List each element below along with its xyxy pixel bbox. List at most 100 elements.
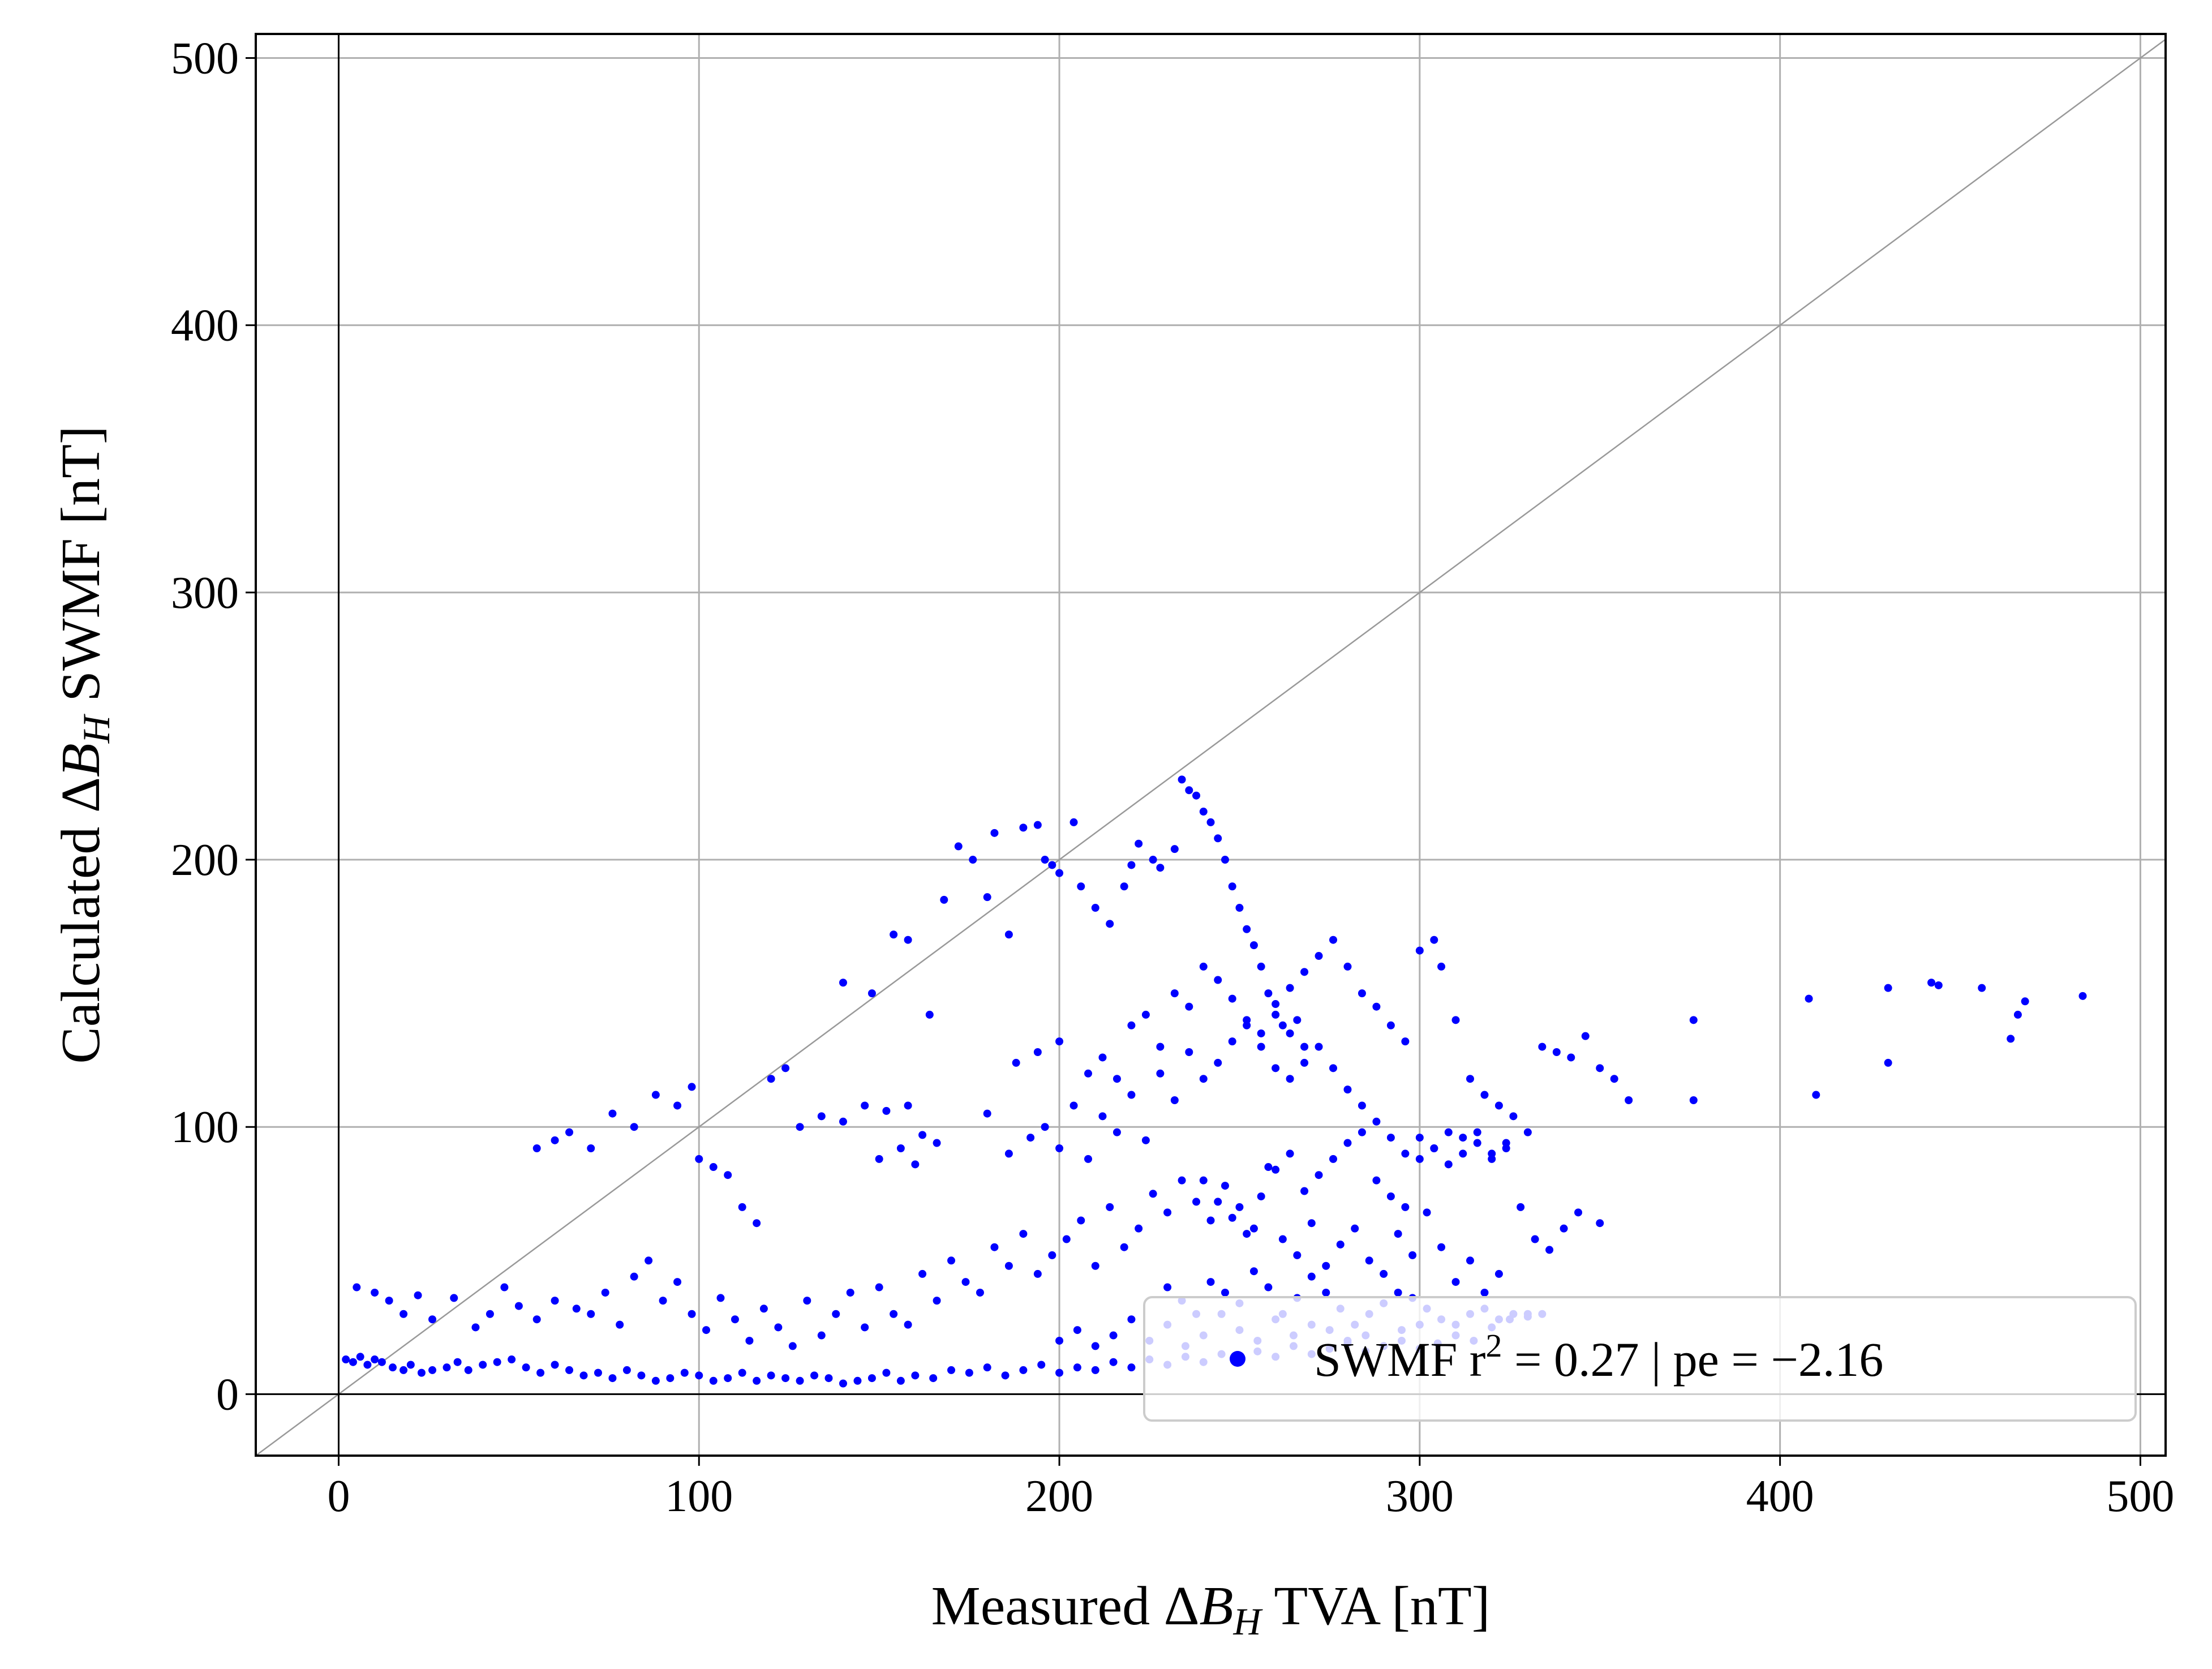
data-point (695, 1155, 703, 1163)
data-point (1221, 1288, 1229, 1297)
data-point (428, 1315, 437, 1324)
data-point (882, 1106, 891, 1115)
data-point (1055, 1368, 1064, 1377)
data-point (904, 1320, 912, 1329)
data-point (1048, 1251, 1056, 1259)
data-point (1041, 1123, 1049, 1131)
data-point (1120, 882, 1128, 891)
data-point (1243, 925, 1251, 933)
data-point (1408, 1251, 1417, 1259)
data-point (1163, 1208, 1172, 1217)
data-point (651, 1376, 660, 1385)
data-point (983, 1363, 991, 1372)
data-point (738, 1368, 746, 1377)
data-point (1272, 1010, 1280, 1019)
data-point (1257, 1192, 1265, 1200)
data-point (1451, 1278, 1460, 1286)
data-point (1315, 1171, 1323, 1179)
data-point (1517, 1203, 1525, 1211)
data-point (493, 1358, 501, 1366)
diagonal-line (255, 38, 2166, 1457)
data-point (861, 1101, 869, 1110)
plot-frame (255, 33, 2167, 1457)
x-axis-label-delta: Δ (1164, 1576, 1200, 1637)
data-point (688, 1310, 696, 1318)
data-point (2021, 997, 2029, 1006)
data-point (453, 1358, 462, 1366)
data-point (1625, 1096, 1633, 1104)
reference-diagonal (255, 38, 2166, 1457)
data-point (1343, 1139, 1352, 1147)
data-point (969, 856, 977, 864)
legend-marker (1230, 1351, 1245, 1367)
data-point (645, 1256, 653, 1265)
data-point (1322, 1262, 1330, 1270)
data-point (1127, 1091, 1136, 1099)
data-point (1033, 1269, 1042, 1278)
data-point (2007, 1035, 2015, 1043)
data-point (414, 1291, 422, 1299)
data-point (724, 1374, 732, 1383)
data-point (933, 1139, 941, 1147)
legend-label-suffix: = 0.27 | pe = −2.16 (1502, 1332, 1883, 1387)
data-point (1300, 968, 1309, 976)
data-point (1214, 1198, 1222, 1206)
data-point (1156, 864, 1165, 872)
data-point (630, 1272, 638, 1281)
data-point (1084, 1069, 1092, 1078)
data-point (1249, 1267, 1258, 1276)
data-point (817, 1331, 826, 1340)
data-point (680, 1368, 689, 1377)
data-point (933, 1297, 941, 1305)
data-point (1113, 1075, 1121, 1083)
data-point (450, 1294, 458, 1302)
data-point (1098, 1112, 1107, 1121)
data-point (882, 1368, 891, 1377)
data-point (990, 1243, 999, 1251)
y-axis-label: Calculated ΔBH SWMF [nT] (50, 426, 118, 1063)
data-point (1488, 1149, 1496, 1158)
data-point (1574, 1208, 1583, 1217)
data-point (1170, 1096, 1179, 1104)
data-point (918, 1269, 927, 1278)
data-point (1272, 1000, 1280, 1009)
data-point (1062, 1235, 1071, 1243)
data-point (1199, 1176, 1208, 1185)
data-point (551, 1361, 559, 1369)
y-axis-label-before: Calculated (50, 813, 111, 1064)
data-point (1523, 1128, 1532, 1136)
x-axis-label-after: TVA [nT] (1261, 1576, 1491, 1637)
data-point (1401, 1203, 1410, 1211)
data-point (1091, 1366, 1099, 1374)
data-point (1386, 1134, 1395, 1142)
data-point (551, 1297, 559, 1305)
data-point (839, 1379, 847, 1388)
data-point (1141, 1010, 1150, 1019)
data-point (1315, 952, 1323, 960)
data-point (1077, 1216, 1085, 1225)
data-point (1091, 904, 1099, 912)
data-point (759, 1305, 768, 1313)
data-point (514, 1302, 523, 1310)
data-point (774, 1323, 783, 1332)
data-point (1509, 1112, 1518, 1121)
data-point (767, 1371, 775, 1380)
data-point (781, 1374, 790, 1383)
data-point (1451, 1016, 1460, 1024)
data-point (673, 1278, 682, 1286)
data-point (954, 842, 963, 851)
data-point (1070, 1101, 1078, 1110)
data-point (587, 1144, 595, 1152)
data-point (1214, 976, 1222, 984)
data-point (796, 1376, 804, 1385)
data-point (1206, 818, 1215, 826)
data-point (659, 1297, 667, 1305)
data-point (1113, 1128, 1121, 1136)
data-point (2078, 992, 2087, 1000)
data-point (1257, 1029, 1265, 1037)
y-axis-label-symbol: B (50, 743, 111, 777)
data-point (1415, 1134, 1424, 1142)
data-point (867, 989, 876, 998)
data-point (1199, 1075, 1208, 1083)
